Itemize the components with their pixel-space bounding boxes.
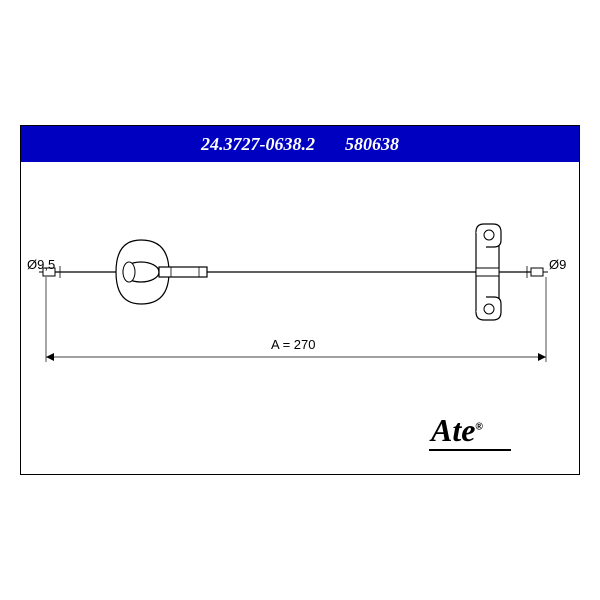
part-number: 24.3727-0638.2 — [201, 134, 315, 155]
right-dia-value: 9 — [559, 257, 566, 272]
right-end-fitting — [531, 268, 543, 276]
left-dia-value: 9,5 — [37, 257, 55, 272]
dim-arrow-left — [46, 353, 54, 361]
left-diameter-label: Ø9,5 — [27, 257, 55, 272]
left-dia-symbol: Ø — [27, 257, 37, 272]
dim-arrow-right — [538, 353, 546, 361]
diagram-container: 24.3727-0638.2 580638 — [20, 125, 580, 475]
diagram-area: Ø9,5 Ø9 A = 270 Ate® — [21, 162, 579, 474]
dimension-a-label: A = 270 — [271, 337, 315, 352]
ate-logo: Ate® — [431, 412, 483, 449]
technical-drawing — [21, 162, 581, 476]
logo-text: Ate — [431, 412, 475, 448]
header-bar: 24.3727-0638.2 580638 — [21, 126, 579, 162]
grommet-left-ring — [123, 262, 135, 282]
secondary-number: 580638 — [345, 134, 399, 155]
bracket-cable-pass — [476, 268, 499, 276]
registered-mark: ® — [475, 421, 482, 432]
bracket-bottom-hole — [484, 304, 494, 314]
right-diameter-label: Ø9 — [549, 257, 566, 272]
cable-sleeve — [159, 267, 207, 277]
right-dia-symbol: Ø — [549, 257, 559, 272]
bracket-top-hole — [484, 230, 494, 240]
